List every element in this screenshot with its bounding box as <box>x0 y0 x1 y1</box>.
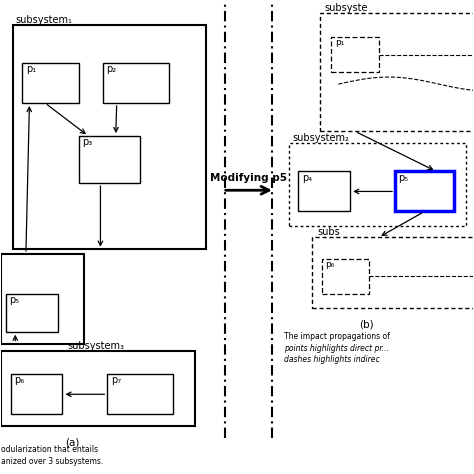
Text: p₅: p₅ <box>9 295 19 305</box>
Text: subsystem₁: subsystem₁ <box>15 15 72 25</box>
Text: dashes highlights indirec: dashes highlights indirec <box>284 356 380 365</box>
Bar <box>331 37 379 73</box>
Bar <box>6 294 58 332</box>
Text: subs: subs <box>317 228 340 237</box>
Text: p₁: p₁ <box>335 38 344 47</box>
Bar <box>13 25 206 249</box>
Text: p₆: p₆ <box>326 260 335 269</box>
Text: p₁: p₁ <box>26 64 36 74</box>
Bar <box>322 259 369 294</box>
Bar <box>312 237 474 308</box>
Text: The impact propagations of: The impact propagations of <box>284 332 390 341</box>
Text: p₅: p₅ <box>399 173 409 182</box>
Text: p₇: p₇ <box>111 375 121 385</box>
Text: p₆: p₆ <box>14 375 24 385</box>
Text: Modifying p5: Modifying p5 <box>210 173 287 183</box>
Text: p₃: p₃ <box>82 137 93 147</box>
Text: p₄: p₄ <box>302 173 312 182</box>
Text: odularization that entails: odularization that entails <box>1 445 98 454</box>
Bar <box>22 63 79 103</box>
Text: (a): (a) <box>65 438 79 448</box>
Text: (b): (b) <box>359 320 374 330</box>
Text: subsystem₂: subsystem₂ <box>292 133 349 143</box>
Text: p₂: p₂ <box>106 64 116 74</box>
Text: points highlights direct pr...: points highlights direct pr... <box>284 344 389 353</box>
Bar <box>102 63 169 103</box>
Bar <box>1 351 194 426</box>
Bar <box>10 374 63 414</box>
Bar <box>298 172 350 211</box>
Bar <box>79 136 140 183</box>
Text: subsystem₃: subsystem₃ <box>67 341 124 351</box>
Bar <box>107 374 173 414</box>
Bar <box>289 143 466 226</box>
Bar <box>395 172 454 211</box>
Text: subsyste: subsyste <box>324 3 368 13</box>
Bar <box>1 254 84 344</box>
Bar <box>319 13 474 131</box>
Text: anized over 3 subsystems.: anized over 3 subsystems. <box>1 457 103 466</box>
